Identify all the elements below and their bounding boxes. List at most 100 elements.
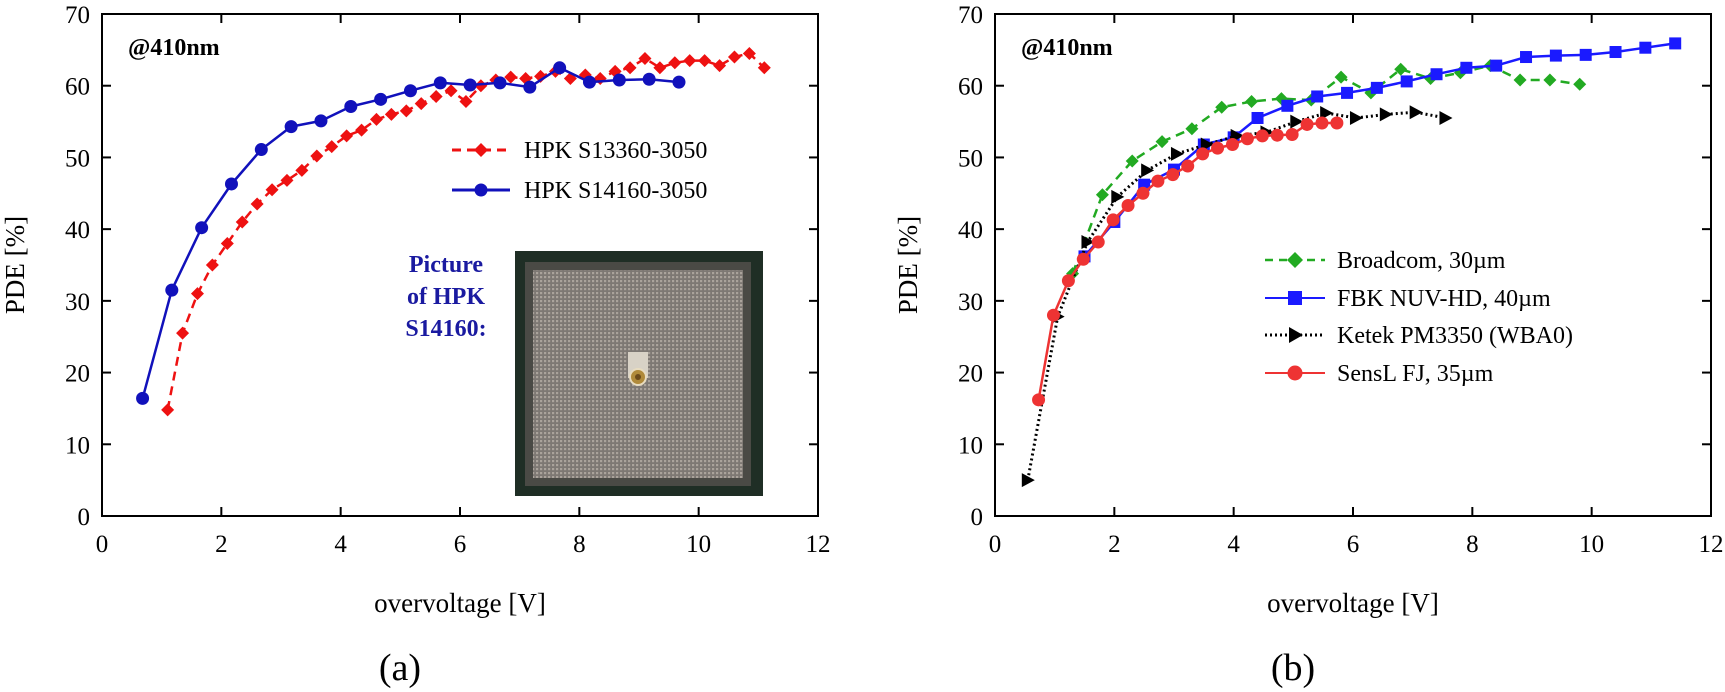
data-point-fbk-nuv-hd-40-m-18	[1609, 46, 1622, 59]
x-tick-label-a-6: 12	[806, 531, 831, 558]
data-point-hpk-s13360-3050-4	[220, 236, 234, 250]
data-point-sensl-fj-35-m-0	[1032, 393, 1046, 407]
axis-ticks-b: 0 2 4 6 8 10 12 0 10 20 30 40 50 60 70	[958, 2, 1724, 558]
legend-marker-ketek	[1289, 327, 1303, 343]
data-point-sensl-fj-35-m-8	[1151, 174, 1165, 188]
data-point-hpk-s13360-3050-2	[190, 287, 204, 301]
data-point-sensl-fj-35-m-6	[1121, 198, 1135, 212]
data-point-hpk-s14160-3050-10	[433, 76, 447, 90]
data-point-hpk-s14160-3050-16	[612, 73, 626, 87]
panel-caption-b: (b)	[1271, 647, 1315, 689]
inset-label-line-2: of HPK	[407, 284, 485, 310]
data-point-hpk-s13360-3050-36	[698, 54, 712, 68]
data-point-hpk-s14160-3050-12	[493, 76, 507, 90]
data-point-broadcom-30-m-15	[1513, 73, 1527, 87]
data-point-hpk-s14160-3050-13	[523, 80, 537, 94]
data-point-ketek-pm3350-wba0-3	[1111, 189, 1125, 204]
data-point-fbk-nuv-hd-40-m-15	[1520, 51, 1533, 64]
data-point-ketek-pm3350-wba0-4	[1141, 163, 1155, 178]
data-point-fbk-nuv-hd-40-m-14	[1490, 59, 1503, 72]
data-point-hpk-s13360-3050-17	[414, 97, 428, 111]
data-point-fbk-nuv-hd-40-m-10	[1370, 81, 1383, 94]
data-point-hpk-s13360-3050-11	[325, 140, 339, 154]
data-point-broadcom-30-m-5	[1215, 100, 1229, 114]
legend-b: Broadcom, 30µm FBK NUV-HD, 40µm Ketek PM…	[1265, 248, 1573, 387]
data-point-hpk-s14160-3050-18	[672, 75, 686, 89]
x-tick-label-a-5: 10	[686, 531, 711, 558]
wavelength-annotation-b: @410nm	[1021, 35, 1113, 61]
data-point-ketek-pm3350-wba0-5	[1170, 146, 1184, 161]
data-point-broadcom-30-m-16	[1543, 73, 1557, 87]
data-point-sensl-fj-35-m-5	[1106, 213, 1120, 227]
data-point-ketek-pm3350-wba0-0	[1021, 473, 1035, 488]
data-point-sensl-fj-35-m-14	[1240, 132, 1254, 146]
data-point-sensl-fj-35-m-13	[1225, 138, 1239, 152]
legend-marker-hpk-s14160	[474, 183, 488, 197]
data-point-ketek-pm3350-wba0-11	[1349, 110, 1363, 125]
data-point-hpk-s14160-3050-6	[314, 114, 328, 128]
data-point-hpk-s14160-3050-11	[463, 78, 477, 92]
data-point-fbk-nuv-hd-40-m-7	[1281, 99, 1294, 112]
y-tick-label-b-7: 70	[958, 2, 983, 29]
data-point-hpk-s14160-3050-1	[165, 283, 179, 297]
y-axis-label-b: PDE [%]	[893, 216, 923, 314]
data-point-hpk-s13360-3050-6	[250, 197, 264, 211]
data-point-hpk-s13360-3050-23	[504, 70, 518, 84]
x-tick-label-a-3: 6	[454, 531, 467, 558]
series-layer-a	[136, 46, 771, 417]
data-point-fbk-nuv-hd-40-m-17	[1579, 48, 1592, 61]
panel-a-chart: 0 2 4 6 8 10 12 0 10 20 30 40 50 60 70 @410nm overvolt…	[0, 2, 831, 689]
data-point-hpk-s14160-3050-15	[582, 75, 596, 89]
data-point-hpk-s14160-3050-4	[254, 143, 268, 157]
data-point-broadcom-30-m-6	[1245, 94, 1259, 108]
series-line-ketek-pm3350-wba0	[1026, 110, 1446, 481]
y-tick-label-b-3: 30	[958, 289, 983, 316]
y-tick-label-b-5: 50	[958, 145, 983, 172]
data-point-hpk-s14160-3050-2	[195, 221, 209, 235]
data-point-sensl-fj-35-m-18	[1300, 117, 1314, 131]
wavelength-annotation-a: @410nm	[128, 35, 220, 61]
x-tick-label-b-4: 8	[1466, 531, 1479, 558]
data-point-sensl-fj-35-m-9	[1166, 168, 1180, 182]
data-point-broadcom-30-m-11	[1394, 62, 1408, 76]
x-tick-label-a-0: 0	[96, 531, 109, 558]
legend-marker-fbk	[1288, 291, 1302, 305]
data-point-broadcom-30-m-9	[1334, 70, 1348, 84]
data-point-hpk-s14160-3050-17	[642, 72, 656, 86]
legend-marker-sensl	[1287, 365, 1303, 381]
data-point-hpk-s14160-3050-0	[136, 391, 150, 405]
data-point-hpk-s14160-3050-5	[284, 120, 298, 134]
data-point-sensl-fj-35-m-16	[1270, 128, 1284, 142]
legend-a: HPK S13360-3050 HPK S14160-3050	[452, 138, 707, 204]
y-tick-label-b-1: 10	[958, 432, 983, 459]
data-point-hpk-s14160-3050-14	[553, 61, 567, 75]
data-point-broadcom-30-m-2	[1125, 154, 1139, 168]
data-point-hpk-s13360-3050-16	[399, 104, 413, 118]
data-point-sensl-fj-35-m-12	[1211, 141, 1225, 155]
x-tick-label-a-4: 8	[573, 531, 586, 558]
data-point-sensl-fj-35-m-19	[1315, 116, 1329, 130]
data-point-hpk-s13360-3050-39	[742, 46, 756, 60]
data-point-fbk-nuv-hd-40-m-20	[1669, 37, 1682, 50]
y-tick-label-a-3: 30	[65, 289, 90, 316]
data-point-sensl-fj-35-m-1	[1046, 308, 1060, 322]
data-point-sensl-fj-35-m-7	[1136, 186, 1150, 200]
data-point-broadcom-30-m-4	[1185, 122, 1199, 136]
data-point-sensl-fj-35-m-17	[1285, 127, 1299, 141]
legend-label-sensl: SensL FJ, 35µm	[1337, 361, 1494, 387]
series-layer-b	[1021, 37, 1682, 488]
data-point-hpk-s13360-3050-18	[429, 89, 443, 103]
data-point-hpk-s13360-3050-40	[757, 61, 771, 75]
data-point-hpk-s14160-3050-8	[374, 92, 388, 106]
inset-label-line-3: S14160:	[405, 316, 486, 342]
data-point-hpk-s13360-3050-37	[713, 59, 727, 73]
data-point-hpk-s13360-3050-5	[235, 215, 249, 229]
legend-label-hpk-s13360: HPK S13360-3050	[524, 138, 707, 164]
data-point-ketek-pm3350-wba0-2	[1081, 235, 1095, 250]
data-point-broadcom-30-m-1	[1095, 188, 1109, 202]
axis-ticks-a: 0 2 4 6 8 10 12 0 10 20 30 40 50 60 70	[65, 2, 831, 558]
x-tick-label-b-6: 12	[1699, 531, 1724, 558]
data-point-hpk-s13360-3050-25	[534, 69, 548, 83]
y-tick-label-a-0: 0	[78, 504, 91, 531]
